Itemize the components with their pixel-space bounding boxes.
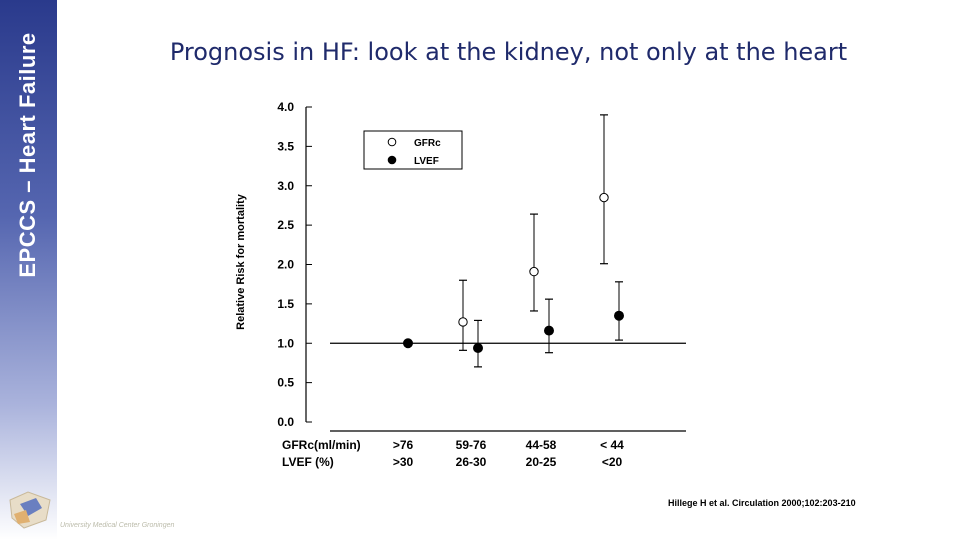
gfrc-point (458, 317, 468, 327)
x-axis-labels: GFRc(ml/min) >76 59-76 44-58 < 44 LVEF (%) >30… (282, 438, 624, 469)
lvef-point (473, 342, 483, 353)
citation: Hillege H et al. Circulation 2000;102:20… (668, 498, 856, 508)
legend-gfrc-marker (387, 137, 397, 147)
institution-name: University Medical Center Groningen (60, 522, 175, 529)
x-row-label-gfrc: GFRc(ml/min) (282, 438, 361, 452)
chart-marks (403, 114, 624, 368)
legend-lvef-marker (387, 155, 397, 165)
chart-legend: GFRc LVEF (363, 130, 463, 170)
x-tick-label: 26-30 (456, 455, 487, 469)
x-tick-label: >30 (393, 455, 414, 469)
x-tick-label: <20 (602, 455, 623, 469)
gfrc-point (529, 266, 539, 277)
lvef-point (614, 310, 624, 321)
y-tick-label: 3.0 (277, 179, 294, 193)
y-ticks: 0.0 0.5 1.0 1.5 2.0 2.5 3.0 3.5 4.0 (277, 100, 312, 429)
x-tick-label: 44-58 (526, 438, 557, 452)
legend-gfrc-label: GFRc (414, 138, 441, 149)
lvef-point (544, 325, 554, 336)
x-tick-label: < 44 (600, 438, 624, 452)
y-tick-label: 3.5 (277, 139, 294, 153)
slide-title: Prognosis in HF: look at the kidney, not… (169, 38, 848, 66)
sidebar-band: EPCCS – Heart Failure (0, 0, 57, 540)
x-tick-label: >76 (393, 438, 414, 452)
legend-box (363, 130, 463, 170)
y-tick-label: 0.0 (277, 415, 294, 429)
y-tick-label: 1.0 (277, 336, 294, 350)
y-axis-label: Relative Risk for mortality (235, 193, 247, 330)
y-tick-label: 1.5 (277, 297, 294, 311)
x-row-label-lvef: LVEF (%) (282, 455, 334, 469)
y-tick-label: 2.0 (277, 258, 294, 272)
x-tick-label: 20-25 (526, 455, 557, 469)
lvef-point (403, 338, 413, 349)
gfrc-point (599, 192, 609, 203)
umcg-logo-icon (9, 491, 51, 529)
y-tick-label: 0.5 (277, 376, 294, 390)
x-tick-label: 59-76 (456, 438, 487, 452)
y-tick-label: 2.5 (277, 218, 294, 232)
y-tick-label: 4.0 (277, 100, 294, 114)
legend-lvef-label: LVEF (414, 156, 439, 167)
